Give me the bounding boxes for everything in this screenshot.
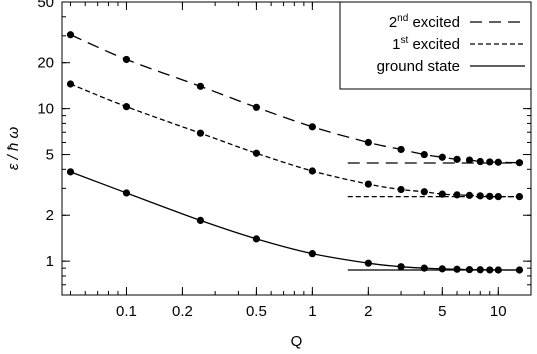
y-tick-label: 10 — [37, 101, 54, 118]
x-tick-label: 0.5 — [246, 303, 267, 320]
data-point-first — [122, 103, 131, 111]
data-point-ground — [252, 235, 261, 243]
curve-first — [70, 83, 520, 198]
data-point-second — [122, 55, 131, 64]
legend-label-first: 1st excited — [392, 35, 460, 53]
data-point-ground — [494, 266, 502, 274]
data-point-first — [476, 192, 484, 200]
y-axis-label: ε / ħ ω — [5, 127, 22, 171]
curve-ground — [70, 171, 520, 271]
data-point-first — [420, 188, 428, 196]
series-layer — [66, 31, 524, 274]
data-point-second — [364, 138, 372, 147]
data-point-ground — [364, 259, 372, 267]
data-point-ground — [465, 266, 474, 274]
data-point-ground — [196, 216, 205, 225]
legend: 2nd excited 1st excited ground state — [339, 1, 532, 90]
data-point-ground — [438, 265, 446, 273]
data-point-second — [515, 159, 524, 167]
data-point-first — [438, 190, 446, 198]
legend-label-ground: ground state — [377, 58, 460, 75]
x-tick-label: 10 — [490, 303, 507, 320]
y-tick-label: 2 — [46, 207, 54, 224]
data-point-second — [308, 123, 316, 131]
data-point-second — [486, 158, 494, 166]
data-point-first — [308, 167, 316, 175]
data-point-second — [494, 158, 502, 166]
data-point-first — [66, 80, 75, 88]
data-point-ground — [308, 250, 316, 258]
data-point-second — [420, 150, 428, 159]
x-tick-label: 0.2 — [172, 303, 193, 320]
x-tick-label: 1 — [308, 303, 316, 320]
data-point-ground — [66, 168, 75, 176]
y-tick-label: 1 — [46, 253, 54, 270]
data-point-first — [515, 192, 524, 201]
x-tick-label: 5 — [438, 303, 446, 320]
data-point-first — [252, 149, 261, 157]
data-point-ground — [453, 265, 461, 273]
data-point-first — [494, 192, 502, 201]
data-point-second — [196, 82, 205, 90]
series-ground — [66, 168, 524, 274]
y-tick-label: 50 — [37, 0, 54, 11]
x-axis-label: Q — [291, 333, 303, 350]
data-point-first — [453, 191, 461, 199]
data-point-ground — [476, 266, 484, 274]
data-point-second — [66, 31, 75, 39]
x-tick-label: 0.1 — [116, 303, 137, 320]
data-point-first — [397, 185, 405, 194]
data-point-first — [465, 191, 474, 199]
data-point-second — [397, 145, 405, 154]
y-tick-label: 20 — [37, 55, 54, 72]
legend-label-second: 2nd excited — [389, 13, 460, 31]
x-tick-label: 2 — [364, 303, 372, 320]
data-point-ground — [122, 189, 131, 197]
data-point-ground — [397, 263, 405, 271]
data-point-first — [364, 180, 372, 188]
plot-frame — [61, 1, 532, 296]
data-point-second — [252, 103, 261, 111]
data-point-ground — [486, 266, 494, 274]
data-point-first — [196, 129, 205, 137]
data-point-second — [476, 157, 484, 166]
data-point-second — [438, 153, 446, 161]
series-first — [66, 80, 524, 201]
series-second — [66, 31, 524, 167]
data-point-first — [486, 192, 494, 200]
data-point-second — [453, 155, 461, 163]
y-tick-label: 5 — [46, 147, 54, 164]
legend-box — [339, 1, 532, 90]
data-point-second — [465, 156, 474, 164]
data-point-ground — [420, 264, 428, 272]
data-point-ground — [515, 266, 524, 274]
